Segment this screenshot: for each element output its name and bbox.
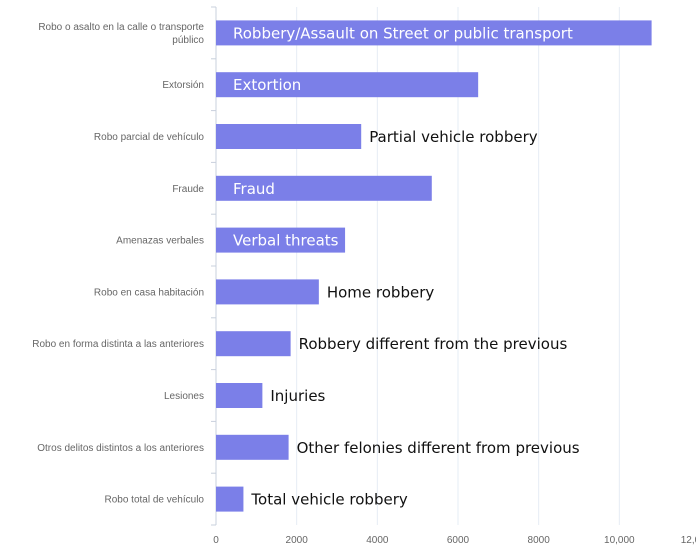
bar <box>216 20 652 46</box>
bar-annotation: Robbery/Assault on Street or public tran… <box>233 24 573 42</box>
category-label: Robo en casa habitación <box>94 287 204 298</box>
bar-annotations: Robbery/Assault on Street or public tran… <box>233 24 580 508</box>
category-label: Extorsión <box>162 80 204 91</box>
x-tick-label: 6000 <box>447 535 470 546</box>
x-tick-label: 8000 <box>528 535 551 546</box>
bar-annotation: Verbal threats <box>233 232 339 250</box>
bar-annotation: Other felonies different from previous <box>297 439 580 457</box>
category-label: Robo total de vehículo <box>104 495 204 506</box>
category-label: Otros delitos distintos a los anteriores <box>37 443 204 454</box>
bar-annotation: Extortion <box>233 76 301 94</box>
bar-annotation: Robbery different from the previous <box>299 335 568 353</box>
bar-layer <box>216 20 652 512</box>
bar <box>216 331 291 357</box>
category-label: Lesiones <box>164 391 204 402</box>
x-axis-ticks: 0 2000 4000 6000 8000 10,000 12,000 <box>213 535 696 546</box>
bar-annotation: Home robbery <box>327 283 435 301</box>
x-tick-label: 2000 <box>286 535 309 546</box>
bar-annotation: Partial vehicle robbery <box>369 128 538 146</box>
category-label: Amenazas verbales <box>116 236 204 247</box>
bar <box>216 72 479 98</box>
bar <box>216 486 244 512</box>
bar <box>216 175 432 201</box>
bar <box>216 434 289 460</box>
x-tick-label: 0 <box>213 535 219 546</box>
x-tick-label: 4000 <box>366 535 389 546</box>
category-label: Robo o asalto en la calle o transporte <box>38 22 204 33</box>
bar <box>216 227 346 253</box>
bar <box>216 383 263 408</box>
category-label: Robo en forma distinta a las anteriores <box>32 339 204 350</box>
bar-annotation: Total vehicle robbery <box>250 491 407 509</box>
category-label: Robo parcial de vehículo <box>94 132 205 143</box>
category-label: Fraude <box>172 184 204 195</box>
bar-annotation: Injuries <box>270 387 325 405</box>
bar <box>216 279 319 305</box>
category-labels: Robo o asalto en la calle o transporte pú… <box>32 22 204 506</box>
bar <box>216 124 362 149</box>
bar-annotation: Fraud <box>233 180 275 198</box>
x-tick-label: 10,000 <box>604 535 635 546</box>
x-tick-label: 12,000 <box>681 535 696 546</box>
category-label: público <box>172 35 204 46</box>
